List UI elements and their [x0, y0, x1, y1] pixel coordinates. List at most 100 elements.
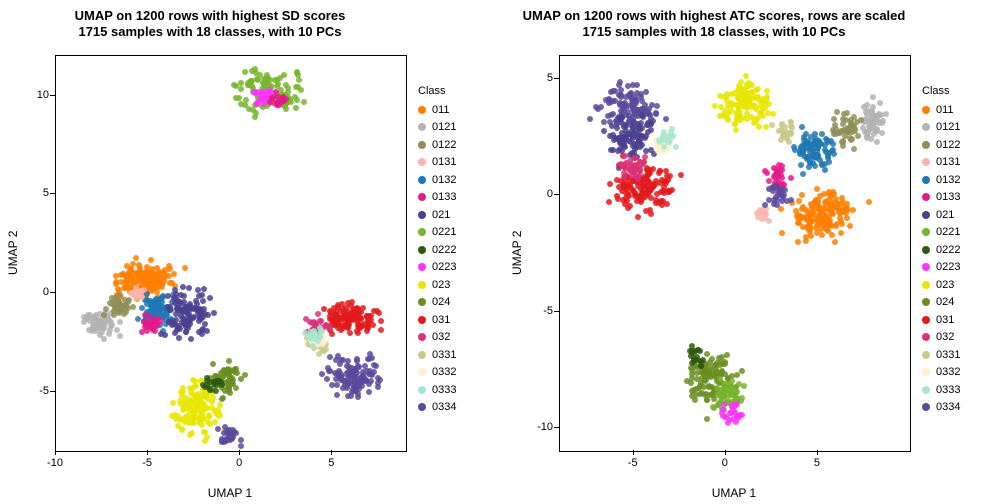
scatter-point [751, 116, 757, 122]
scatter-point [621, 170, 627, 176]
scatter-point [148, 257, 154, 263]
legend-item: 0223 [418, 259, 456, 277]
scatter-point [373, 363, 379, 369]
scatter-point [834, 109, 840, 115]
scatter-point [770, 111, 776, 117]
legend-item: 011 [922, 101, 960, 119]
scatter-point [311, 332, 317, 338]
scatter-point [875, 118, 881, 124]
legend-label: 021 [936, 209, 954, 221]
scatter-point [732, 90, 738, 96]
scatter-point [227, 390, 233, 396]
scatter-point [858, 117, 864, 123]
legend-swatch [922, 263, 930, 271]
scatter-point [227, 367, 233, 373]
scatter-point [335, 353, 341, 359]
scatter-point [349, 389, 355, 395]
scatter-panel-left: UMAP on 1200 rows with highest SD scores… [0, 0, 504, 504]
legend-item: 0332 [922, 364, 960, 382]
legend-label: 0334 [432, 401, 456, 413]
scatter-point [191, 407, 197, 413]
scatter-point [820, 207, 826, 213]
scatter-point [629, 173, 635, 179]
scatter-point [635, 194, 641, 200]
scatter-point [175, 423, 181, 429]
scatter-point [726, 110, 732, 116]
scatter-point [712, 103, 718, 109]
scatter-point [139, 294, 145, 300]
scatter-point [704, 397, 710, 403]
y-tick [554, 194, 559, 195]
scatter-point [374, 308, 380, 314]
legend-item: 031 [922, 311, 960, 329]
title-line2: 1715 samples with 18 classes, with 10 PC… [78, 24, 341, 39]
scatter-point [663, 116, 669, 122]
scatter-point [281, 72, 287, 78]
legend-label: 0221 [432, 226, 456, 238]
scatter-point [710, 404, 716, 410]
scatter-point [642, 154, 648, 160]
y-axis-label: UMAP 2 [6, 55, 20, 450]
scatter-point [189, 430, 195, 436]
scatter-point [805, 209, 811, 215]
legend-item: 0121 [922, 119, 960, 137]
scatter-point [107, 327, 113, 333]
scatter-point [753, 87, 759, 93]
y-tick [50, 95, 55, 96]
scatter-point [319, 371, 325, 377]
scatter-point [233, 385, 239, 391]
scatter-point [321, 306, 327, 312]
scatter-point [274, 102, 280, 108]
scatter-point [207, 387, 213, 393]
scatter-point [176, 335, 182, 341]
scatter-point [86, 327, 92, 333]
scatter-point [695, 347, 701, 353]
scatter-point [333, 376, 339, 382]
legend-swatch [922, 333, 930, 341]
legend-label: 031 [936, 314, 954, 326]
x-tick [633, 450, 634, 455]
scatter-point [632, 166, 638, 172]
legend-label: 0133 [936, 191, 960, 203]
legend-item: 031 [418, 311, 456, 329]
scatter-point [739, 368, 745, 374]
scatter-point [140, 275, 146, 281]
scatter-point [648, 127, 654, 133]
scatter-point [776, 162, 782, 168]
scatter-point [839, 221, 845, 227]
scatter-point [803, 238, 809, 244]
scatter-point [788, 131, 794, 137]
scatter-point [763, 124, 769, 130]
legend-swatch [922, 176, 930, 184]
scatter-point [175, 413, 181, 419]
scatter-point [840, 199, 846, 205]
scatter-point [162, 267, 168, 273]
scatter-point [823, 149, 829, 155]
scatter-point [150, 271, 156, 277]
scatter-point [824, 137, 830, 143]
legend-item: 0121 [418, 119, 456, 137]
scatter-point [200, 382, 206, 388]
x-axis-label: UMAP 1 [55, 486, 405, 500]
scatter-point [190, 315, 196, 321]
scatter-point [734, 372, 740, 378]
scatter-point [617, 79, 623, 85]
y-tick-label: 10 [21, 89, 49, 101]
legend-item: 021 [922, 206, 960, 224]
scatter-point [725, 387, 731, 393]
scatter-point [822, 199, 828, 205]
legend-item: 0122 [418, 136, 456, 154]
scatter-point [114, 298, 120, 304]
scatter-point [267, 99, 273, 105]
scatter-point [769, 122, 775, 128]
scatter-point [170, 400, 176, 406]
legend-item: 0221 [418, 224, 456, 242]
legend-swatch [418, 228, 426, 236]
scatter-point [130, 261, 136, 267]
scatter-point [704, 416, 710, 422]
legend-item: 0132 [922, 171, 960, 189]
scatter-point [298, 87, 304, 93]
scatter-point [694, 354, 700, 360]
y-tick-label: -5 [525, 305, 553, 317]
scatter-point [340, 385, 346, 391]
